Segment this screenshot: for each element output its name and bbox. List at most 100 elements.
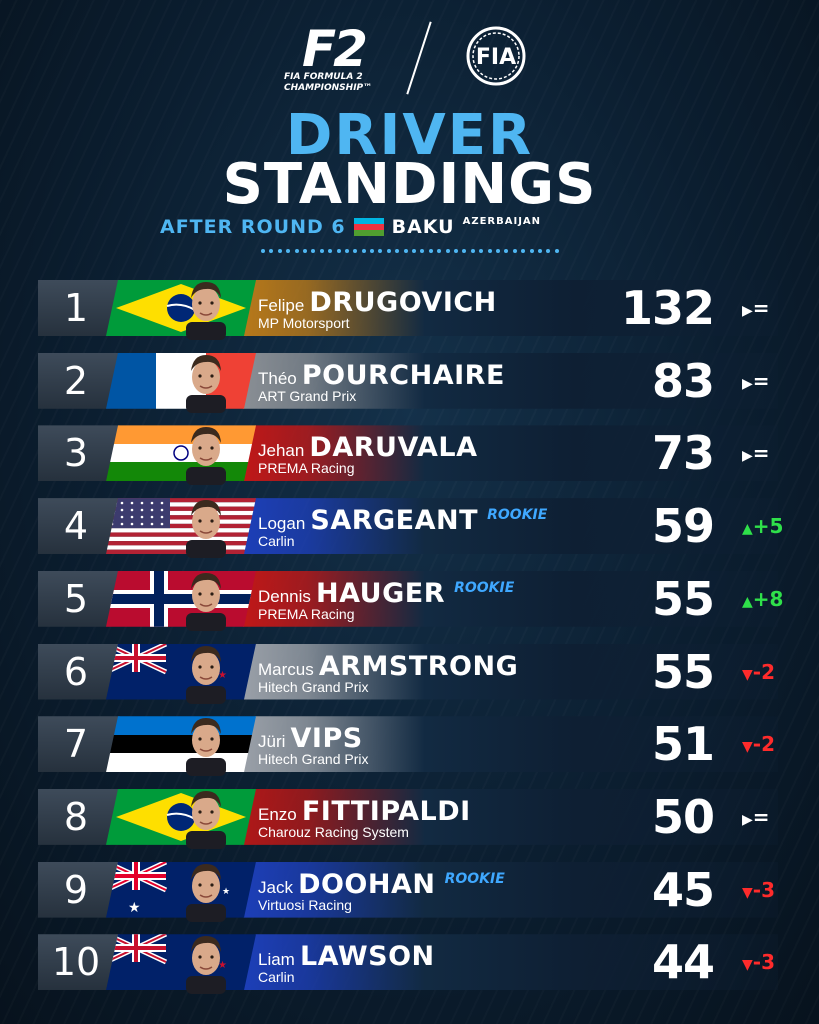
arrow-down-icon: ▼ <box>742 957 753 974</box>
dotted-divider <box>261 249 559 255</box>
play-icon: ▶ <box>742 448 753 465</box>
standings-row: 4 Logan SARGEANT ROOKIE Carlin 59 ▲+5 <box>38 498 783 559</box>
row-background <box>243 570 778 627</box>
change-value: +8 <box>752 586 784 611</box>
team-name: ART Grand Prix <box>258 387 357 404</box>
position-number: 5 <box>63 576 89 621</box>
position-number: 2 <box>63 358 89 403</box>
points: 55 <box>651 644 715 699</box>
position-number: 8 <box>63 794 89 839</box>
driver-last-name: VIPS <box>290 723 363 755</box>
points: 132 <box>620 281 715 335</box>
position-box <box>38 425 120 482</box>
change-value: = <box>752 441 770 466</box>
position-change: ▶= <box>742 425 770 481</box>
fia-logo: FIA <box>455 26 537 86</box>
driver-photo <box>178 856 234 922</box>
driver-name: Logan SARGEANT ROOKIE <box>258 505 547 536</box>
driver-name: Liam LAWSON <box>258 941 435 972</box>
position-box <box>38 861 120 918</box>
driver-first-name: Liam <box>258 950 295 970</box>
position-number: 3 <box>63 431 89 476</box>
driver-photo <box>178 492 234 559</box>
team-name: MP Motorsport <box>258 315 350 331</box>
standings-row: 9 ★★★★★ Jack DOOHAN ROOKIE Virtuosi Raci… <box>38 861 778 922</box>
position-change: ▼-2 <box>742 716 775 772</box>
position-number: 6 <box>63 649 89 694</box>
play-icon: ▶ <box>742 375 753 392</box>
driver-name: Enzo FITTIPALDI <box>258 796 471 827</box>
row-background <box>243 861 778 918</box>
driver-name: Jack DOOHAN ROOKIE <box>258 869 505 900</box>
standings-row: 1 Felipe DRUGOVICH MP Motorsport 132 ▶= <box>38 280 778 340</box>
team-name: Charouz Racing System <box>258 823 409 840</box>
title-driver: DRIVER <box>285 103 534 168</box>
position-number: 1 <box>63 286 89 330</box>
driver-last-name: ARMSTRONG <box>318 650 519 682</box>
position-change: ▶= <box>742 789 770 845</box>
driver-first-name: Jack <box>258 877 293 897</box>
points: 59 <box>651 499 715 554</box>
row-background <box>243 643 778 700</box>
play-icon: ▶ <box>742 303 753 319</box>
driver-photo <box>178 928 234 995</box>
driver-last-name: FITTIPALDI <box>301 795 471 827</box>
driver-name: Théo POURCHAIRE <box>258 360 505 391</box>
round-text: AFTER ROUND 6 <box>160 216 346 238</box>
driver-first-name: Jehan <box>258 441 305 461</box>
driver-name: Jehan DARUVALA <box>258 432 478 463</box>
team-name: Hitech Grand Prix <box>258 678 369 695</box>
position-number: 7 <box>63 722 89 767</box>
position-box <box>38 716 120 773</box>
position-change: ▶= <box>742 353 770 409</box>
position-change: ▲+8 <box>742 571 783 627</box>
driver-name: Jüri VIPS <box>258 723 363 754</box>
standings-row: 3 Jehan DARUVALA PREMA Racing 73 ▶= <box>38 425 778 486</box>
play-icon: ▶ <box>742 811 753 828</box>
rookie-badge: ROOKIE <box>444 870 505 887</box>
points: 55 <box>651 571 715 626</box>
standings-row: 2 Théo POURCHAIRE ART Grand Prix 83 ▶= <box>38 352 778 413</box>
driver-first-name: Théo <box>258 368 297 388</box>
points: 45 <box>651 862 715 917</box>
svg-text:★: ★ <box>128 900 141 916</box>
position-change: ▲+5 <box>742 498 783 554</box>
fia-logo-text: FIA <box>476 45 516 70</box>
position-box <box>38 570 120 627</box>
position-box <box>38 643 120 700</box>
svg-text:★: ★ <box>222 887 230 897</box>
points: 83 <box>651 353 715 408</box>
venue-country: AZERBAIJAN <box>462 215 542 227</box>
venue-name: BAKU <box>391 216 455 238</box>
row-background <box>243 352 778 409</box>
driver-photo <box>178 638 234 704</box>
f2-logo: F2 FIA FORMULA 2 CHAMPIONSHIP™ <box>282 24 417 93</box>
arrow-down-icon: ▼ <box>742 739 753 756</box>
points: 51 <box>651 717 715 772</box>
driver-last-name: HAUGER <box>316 577 445 609</box>
points: 73 <box>651 426 715 481</box>
svg-text:★: ★ <box>218 960 227 971</box>
title-standings: STANDINGS <box>222 152 597 217</box>
standings-row: 8 Enzo FITTIPALDI Charouz Racing System … <box>38 788 778 849</box>
driver-name: Marcus ARMSTRONG <box>258 651 518 682</box>
driver-first-name: Enzo <box>258 804 297 824</box>
row-background <box>243 788 778 845</box>
change-value: -2 <box>752 732 775 757</box>
driver-last-name: DARUVALA <box>309 432 478 464</box>
arrow-down-icon: ▼ <box>742 884 753 901</box>
driver-photo <box>178 565 234 631</box>
norway-flag-icon <box>106 571 256 627</box>
team-name: Virtuosi Racing <box>258 896 352 913</box>
arrow-up-icon: ▲ <box>742 521 753 538</box>
change-value: = <box>752 296 770 320</box>
team-name: PREMA Racing <box>258 605 355 622</box>
team-name: Hitech Grand Prix <box>258 751 369 768</box>
driver-last-name: DOOHAN <box>298 868 436 900</box>
position-box <box>38 788 120 845</box>
position-number: 10 <box>51 940 101 985</box>
driver-photo <box>178 419 234 486</box>
driver-name: Felipe DRUGOVICH <box>258 287 497 318</box>
f2-logo-subtitle: FIA FORMULA 2 <box>284 72 363 82</box>
change-value: +5 <box>752 514 784 539</box>
